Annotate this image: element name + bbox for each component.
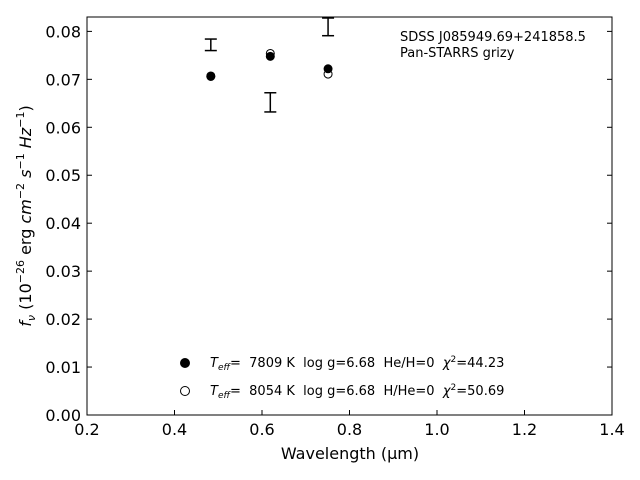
plot-frame <box>86 16 613 416</box>
x-tick-label: 1.2 <box>512 420 537 439</box>
y-tick-label: 0.02 <box>45 310 81 329</box>
annotation-object-name: SDSS J085949.69+241858.5 <box>400 30 586 45</box>
model-point-open <box>323 69 333 79</box>
y-tick-label: 0.03 <box>45 262 81 281</box>
observed-errorbar <box>264 92 277 113</box>
legend-marker-open <box>180 386 190 396</box>
y-tick-label: 0.05 <box>45 166 81 185</box>
y-tick-label: 0.04 <box>45 214 81 233</box>
ticks-layer: 0.2 0.4 0.6 0.8 1.0 1.2 1.4 0.00 0.01 0.02 0.03 0.0… <box>45 22 624 439</box>
observed-errorbar <box>322 17 335 37</box>
x-tick-label: 0.8 <box>337 420 362 439</box>
y-tick-label: 0.07 <box>45 70 81 89</box>
model-point-filled <box>265 51 275 61</box>
x-tick-label: 1.4 <box>599 420 624 439</box>
y-tick-label: 0.00 <box>45 406 81 425</box>
legend: Teff= 7809 K log g=6.68 He/H=0 χ2=44.23 … <box>180 355 504 401</box>
marks-layer <box>204 17 335 113</box>
x-tick-label: 0.2 <box>74 420 99 439</box>
annotation-photometry: Pan-STARRS grizy <box>400 46 515 61</box>
legend-entry-2: Teff= 8054 K log g=6.68 H/He=0 χ2=50.69 <box>210 383 504 401</box>
model-point-open <box>206 71 216 81</box>
x-tick-label: 1.0 <box>424 420 449 439</box>
y-tick-label: 0.06 <box>45 118 81 137</box>
x-axis-label: Wavelength (μm) <box>281 444 419 463</box>
y-tick-label: 0.08 <box>45 22 81 41</box>
legend-entry-1: Teff= 7809 K log g=6.68 He/H=0 χ2=44.23 <box>210 355 504 373</box>
observed-errorbar <box>204 38 217 52</box>
x-tick-label: 0.6 <box>249 420 274 439</box>
legend-marker-filled <box>180 358 190 368</box>
x-tick-label: 0.4 <box>162 420 187 439</box>
y-axis-label: fν (10−26 erg cm−2 s−1 Hz−1) <box>14 105 38 326</box>
model-point-open <box>265 48 275 58</box>
y-tick-label: 0.01 <box>45 358 81 377</box>
